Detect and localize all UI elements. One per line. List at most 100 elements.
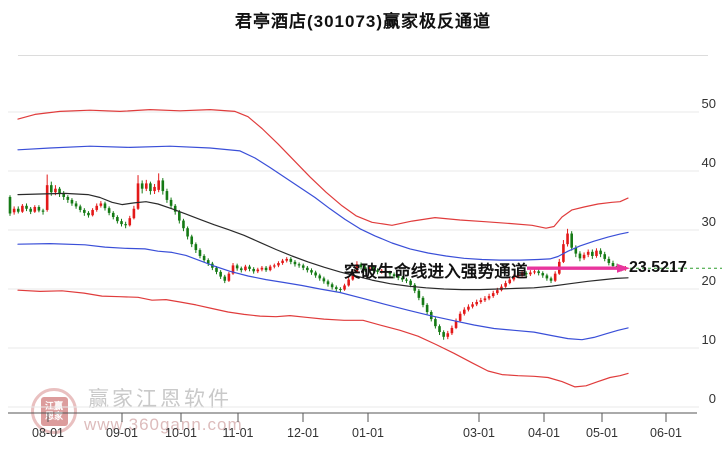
watermark-url: www.360gann.com — [84, 415, 243, 434]
candle-body — [289, 258, 293, 262]
candle-body — [50, 185, 53, 193]
candle-body — [314, 272, 317, 276]
candle-body — [458, 313, 462, 321]
candle-body — [161, 180, 165, 192]
y-axis-label: 40 — [702, 155, 716, 170]
candle-body — [297, 264, 301, 266]
candle-body — [194, 244, 198, 251]
candle-body — [405, 279, 408, 281]
candle-body — [132, 208, 136, 219]
candle-body — [128, 218, 132, 226]
watermark-brand: 赢家江恩软件 — [88, 388, 232, 411]
candle-body — [392, 274, 396, 277]
candle-body — [578, 253, 582, 259]
candle-body — [471, 304, 474, 307]
candle-body — [103, 203, 107, 209]
candle-body — [363, 267, 367, 270]
candle-body — [322, 278, 326, 282]
candle-body — [281, 260, 284, 264]
candle-body — [570, 233, 573, 248]
candle-body — [219, 271, 222, 277]
candle-body — [235, 265, 239, 269]
candle-body — [227, 273, 231, 281]
x-axis-label: 03-01 — [463, 426, 495, 440]
candle-body — [124, 224, 127, 226]
candle-body — [524, 273, 528, 275]
candle-body — [58, 188, 61, 195]
candle-body — [512, 276, 516, 280]
x-axis-label: 09-01 — [106, 426, 138, 440]
x-axis-label: 11-01 — [222, 426, 253, 440]
candle-body — [41, 210, 45, 212]
candle-body — [595, 250, 598, 256]
candle-body — [301, 265, 305, 268]
candle-body — [496, 290, 499, 294]
current-price-label: 23.5217 — [629, 259, 687, 277]
candle-body — [396, 276, 400, 278]
candle-body — [144, 183, 148, 189]
candle-body — [165, 191, 169, 200]
candle-body — [508, 279, 512, 284]
candle-body — [359, 264, 363, 268]
candle-body — [380, 270, 383, 272]
candle-body — [446, 333, 450, 337]
candle-body — [149, 183, 152, 192]
candle-body — [491, 293, 495, 297]
candle-body — [157, 180, 160, 190]
candle-body — [78, 206, 82, 210]
candle-body — [169, 199, 173, 206]
candle-body — [111, 212, 115, 218]
x-axis-label: 05-01 — [586, 426, 618, 440]
candle-body — [186, 228, 189, 237]
candle-body — [248, 266, 251, 269]
candle-body — [120, 221, 123, 225]
candle-body — [454, 320, 458, 328]
candle-body — [277, 263, 280, 266]
gann-seal-icon: 江赢 恩家 — [40, 396, 68, 426]
candle-body — [574, 247, 578, 254]
candle-body — [116, 217, 119, 222]
candle-body — [21, 205, 24, 212]
candle-body — [582, 254, 586, 259]
candle-body — [260, 267, 264, 270]
candle-body — [198, 250, 202, 256]
candle-body — [372, 267, 375, 271]
lower-channel-blue-line — [17, 243, 629, 341]
candle-body — [611, 263, 615, 266]
candle-body — [450, 327, 454, 334]
candle-body — [37, 206, 41, 211]
x-axis-label: 04-01 — [528, 426, 560, 440]
candle-body — [475, 301, 478, 305]
candle-body — [8, 196, 12, 214]
candle-body — [153, 186, 156, 192]
candle-body — [339, 289, 342, 290]
lower-support-red-line — [17, 289, 629, 388]
candle-body — [368, 267, 371, 270]
x-axis-label: 06-01 — [650, 426, 682, 440]
candle-body — [33, 206, 37, 212]
candle-body — [136, 183, 140, 209]
candle-body — [421, 297, 425, 305]
candle-body — [401, 277, 404, 280]
y-axis-label: 0 — [709, 391, 716, 406]
gann-logo-icon: 江赢 恩家 — [31, 388, 77, 434]
y-axis-label: 10 — [702, 332, 716, 347]
candle-body — [45, 185, 49, 210]
candle-body — [178, 211, 181, 221]
y-axis-label: 20 — [702, 273, 716, 288]
candle-body — [244, 266, 247, 271]
candle-body — [215, 267, 218, 272]
candle-body — [330, 284, 334, 288]
candle-body — [549, 278, 553, 281]
candle-body — [107, 208, 111, 213]
candle-body — [239, 268, 243, 271]
candle-body — [504, 283, 507, 287]
candle-body — [409, 280, 412, 285]
candle-body — [591, 251, 594, 256]
candle-body — [310, 270, 313, 273]
candle-body — [566, 233, 569, 245]
candle-body — [231, 265, 235, 274]
candle-body — [190, 236, 194, 245]
candle-body — [326, 281, 330, 285]
